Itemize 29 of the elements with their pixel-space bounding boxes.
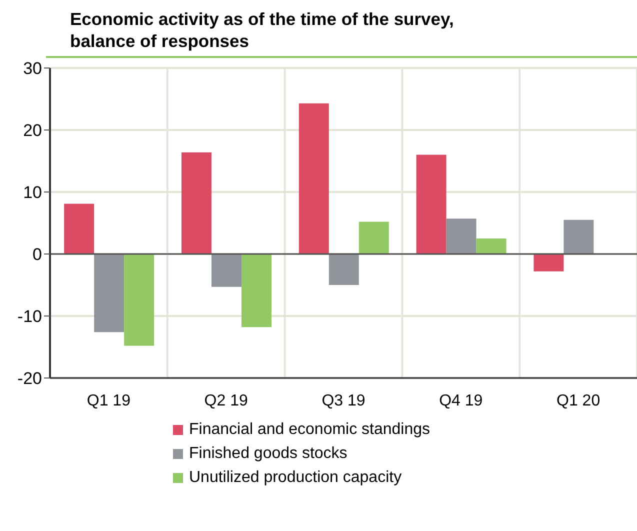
- legend-label: Financial and economic standings: [189, 420, 430, 440]
- x-tick-label: Q3 19: [322, 392, 366, 410]
- y-tick-label: -10: [17, 307, 42, 326]
- bar: [64, 204, 94, 254]
- x-tick-label: Q1 20: [556, 392, 600, 410]
- bar: [181, 152, 212, 254]
- y-tick-label: 10: [23, 183, 42, 202]
- x-tick-label: Q1 19: [86, 392, 131, 410]
- bar: [476, 238, 506, 254]
- x-tick-label: Q2 19: [204, 392, 248, 410]
- y-tick-label: 0: [32, 245, 42, 264]
- bar: [211, 254, 242, 287]
- bar: [94, 254, 124, 332]
- chart-title: Economic activity as of the time of the survey, balance of responses: [70, 8, 455, 52]
- bar: [328, 254, 359, 285]
- legend-label: Finished goods stocks: [189, 444, 348, 464]
- y-tick-label: -20: [17, 369, 42, 388]
- bar: [416, 154, 446, 254]
- bar: [358, 222, 389, 254]
- bar: [534, 254, 564, 272]
- bar: [298, 103, 329, 254]
- x-tick-label: Q4 19: [439, 392, 483, 410]
- y-tick-label: 30: [23, 59, 42, 78]
- bar: [564, 220, 594, 254]
- bar: [241, 254, 272, 328]
- bar: [446, 218, 476, 254]
- legend-label: Unutilized production capacity: [189, 468, 402, 488]
- y-tick-label: 20: [23, 121, 42, 140]
- bar: [124, 254, 154, 346]
